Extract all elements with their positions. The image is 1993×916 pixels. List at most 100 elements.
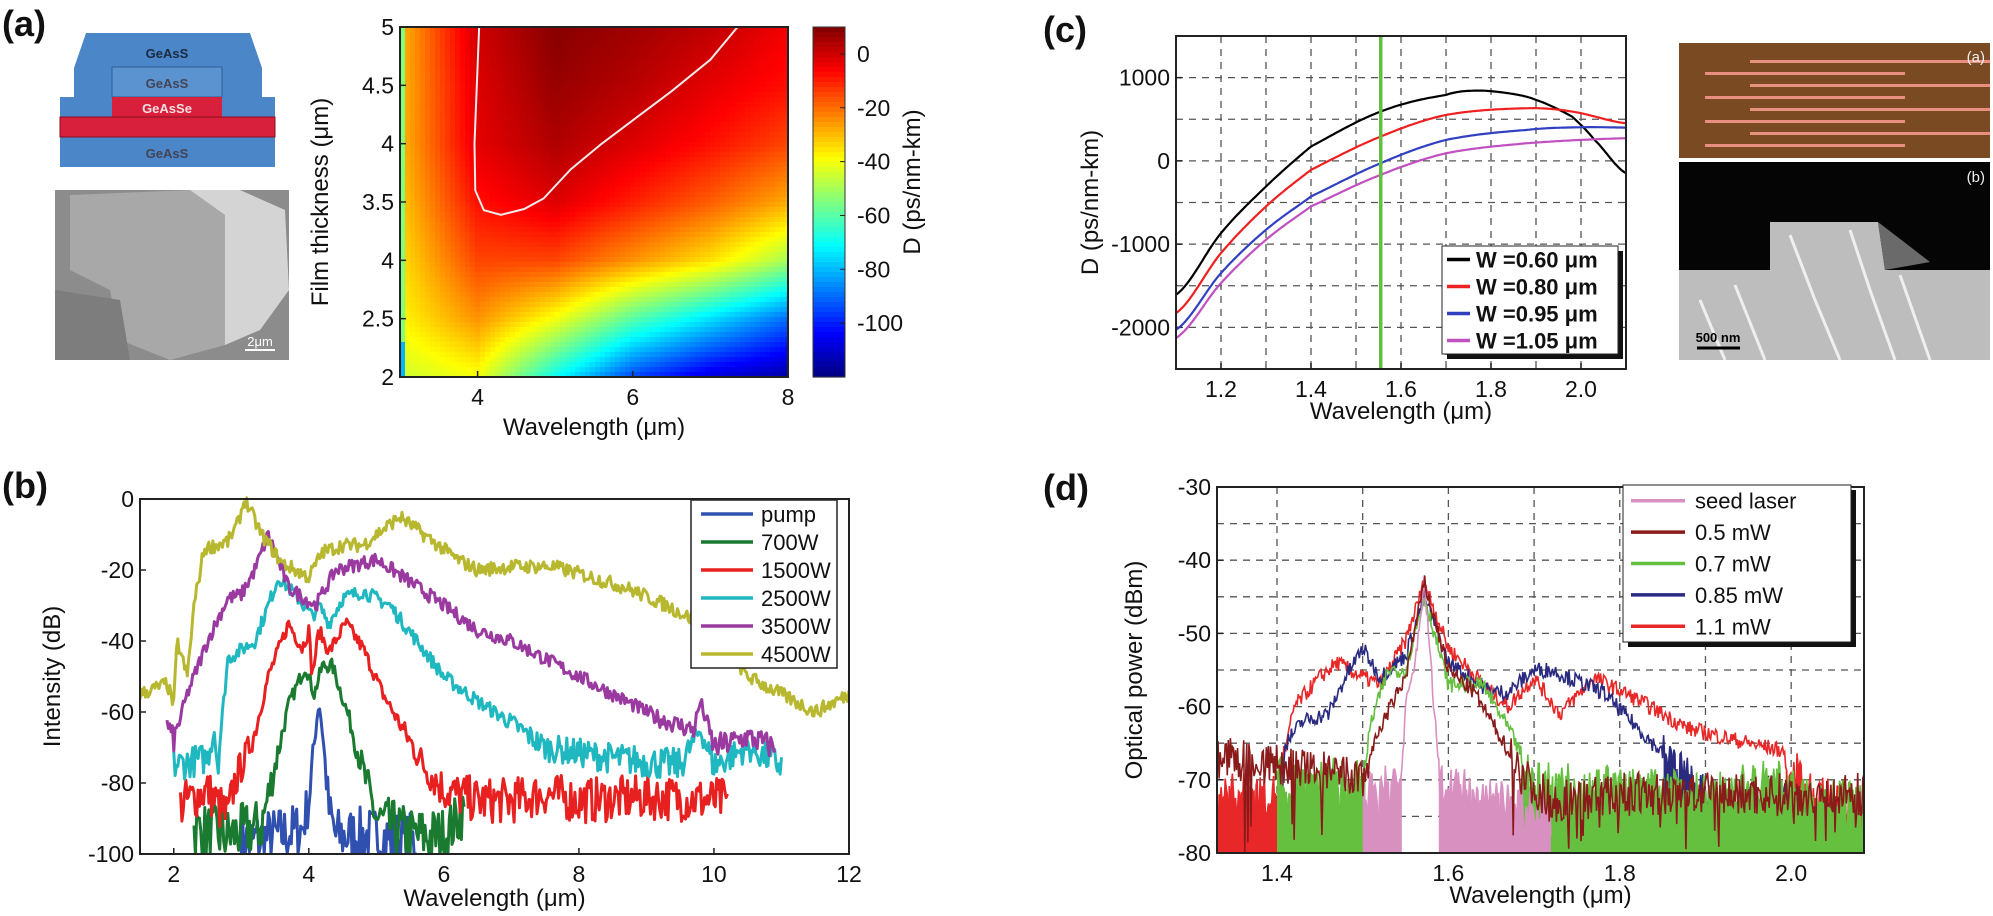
heatmap-cell — [415, 127, 421, 133]
heatmap-cell — [450, 267, 456, 273]
heatmap-cell — [660, 162, 666, 168]
heatmap-cell — [690, 77, 696, 83]
heatmap-cell — [675, 172, 681, 178]
heatmap-cell — [475, 237, 481, 243]
heatmap-cell — [550, 292, 556, 298]
heatmap-cell — [650, 307, 656, 313]
heatmap-cell — [500, 27, 506, 33]
heatmap-cell — [735, 222, 741, 228]
heatmap-cell — [605, 317, 611, 323]
heatmap-cell — [460, 287, 466, 293]
heatmap-cell — [490, 177, 496, 183]
heatmap-cell — [440, 212, 446, 218]
heatmap-cell — [735, 297, 741, 303]
heatmap-cell — [665, 182, 671, 188]
heatmap-cell — [550, 82, 556, 88]
heatmap-cell — [725, 217, 731, 223]
heatmap-cell — [410, 132, 416, 138]
heatmap-cell — [495, 97, 501, 103]
heatmap-cell — [705, 152, 711, 158]
heatmap-cell — [685, 207, 691, 213]
heatmap-cell — [440, 277, 446, 283]
heatmap-cell — [665, 67, 671, 73]
heatmap-cell — [625, 202, 631, 208]
heatmap-cell — [500, 342, 506, 348]
heatmap-cell — [750, 157, 756, 163]
heatmap-cell — [720, 127, 726, 133]
heatmap-cell — [595, 82, 601, 88]
heatmap-cell — [570, 27, 576, 33]
heatmap-cell — [505, 167, 511, 173]
heatmap-cell — [470, 322, 476, 328]
heatmap-cell — [410, 92, 416, 98]
heatmap-cell — [550, 77, 556, 83]
heatmap-cell — [625, 97, 631, 103]
heatmap-cell — [550, 302, 556, 308]
heatmap-cell — [690, 287, 696, 293]
heatmap-cell — [530, 152, 536, 158]
heatmap-cell — [685, 327, 691, 333]
heatmap-cell — [585, 132, 591, 138]
heatmap-cell — [460, 112, 466, 118]
heatmap-cell — [615, 332, 621, 338]
heatmap-cell — [600, 212, 606, 218]
heatmap-cell — [490, 282, 496, 288]
heatmap-cell — [615, 317, 621, 323]
heatmap-cell — [445, 132, 451, 138]
heatmap-cell — [470, 232, 476, 238]
heatmap-cell — [635, 122, 641, 128]
heatmap-cell — [475, 332, 481, 338]
heatmap-cell — [485, 177, 491, 183]
heatmap-cell — [475, 347, 481, 353]
heatmap-cell — [590, 47, 596, 53]
heatmap-cell — [565, 92, 571, 98]
heatmap-cell — [720, 242, 726, 248]
heatmap-cell — [550, 212, 556, 218]
heatmap-cell — [565, 32, 571, 38]
heatmap-cell — [690, 347, 696, 353]
heatmap-cell — [405, 267, 411, 273]
heatmap-cell — [670, 102, 676, 108]
heatmap-cell — [750, 337, 756, 343]
heatmap-cell — [405, 67, 411, 73]
heatmap-cell — [730, 52, 736, 58]
heatmap-cell — [505, 212, 511, 218]
heatmap-cell — [435, 342, 441, 348]
heatmap-cell — [640, 257, 646, 263]
heatmap-cell — [630, 52, 636, 58]
heatmap-cell — [415, 282, 421, 288]
heatmap-cell — [425, 182, 431, 188]
heatmap-cell — [470, 172, 476, 178]
heatmap-cell — [670, 347, 676, 353]
heatmap-cell — [680, 202, 686, 208]
heatmap-cell — [745, 247, 751, 253]
heatmap-cell — [495, 282, 501, 288]
heatmap-cell — [700, 292, 706, 298]
heatmap-cell — [600, 242, 606, 248]
heatmap-cell — [565, 67, 571, 73]
heatmap-cell — [735, 57, 741, 63]
heatmap-cell — [735, 27, 741, 33]
heatmap-cell — [725, 237, 731, 243]
heatmap-cell — [655, 37, 661, 43]
heatmap-cell — [635, 232, 641, 238]
heatmap-cell — [710, 47, 716, 53]
heatmap-cell — [400, 62, 406, 68]
heatmap-cell — [660, 102, 666, 108]
heatmap-cell — [465, 142, 471, 148]
heatmap-cell — [650, 212, 656, 218]
heatmap-cell — [685, 182, 691, 188]
heatmap-cell — [405, 197, 411, 203]
heatmap-cell — [470, 142, 476, 148]
heatmap-cell — [575, 97, 581, 103]
heatmap-cell — [475, 107, 481, 113]
heatmap-cell — [645, 67, 651, 73]
heatmap-cell — [690, 52, 696, 58]
heatmap-cell — [745, 242, 751, 248]
heatmap-cell — [655, 177, 661, 183]
heatmap-cell — [655, 337, 661, 343]
heatmap-cell — [725, 177, 731, 183]
heatmap-cell — [740, 147, 746, 153]
heatmap-cell — [495, 87, 501, 93]
heatmap-cell — [675, 372, 681, 378]
